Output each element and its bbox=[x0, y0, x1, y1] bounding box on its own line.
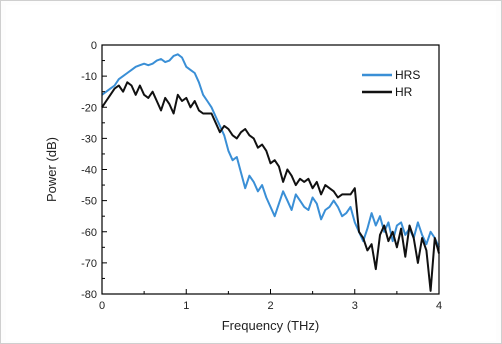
x-axis-label: Frequency (THz) bbox=[222, 318, 320, 333]
plot-series-group bbox=[101, 53, 440, 292]
x-tick-label: 1 bbox=[183, 300, 189, 312]
series-line-hrs bbox=[101, 53, 440, 248]
x-tick-label: 2 bbox=[267, 300, 273, 312]
y-tick-label: -10 bbox=[81, 71, 97, 83]
y-tick-label: -80 bbox=[81, 289, 97, 301]
plot-area-border bbox=[101, 44, 440, 295]
y-tick-label: -50 bbox=[81, 196, 97, 208]
y-tick-label: -30 bbox=[81, 133, 97, 145]
y-tick-label: -70 bbox=[81, 258, 97, 270]
series-line-hr bbox=[101, 81, 440, 292]
x-tick-label: 3 bbox=[352, 300, 358, 312]
y-tick-label: -60 bbox=[81, 227, 97, 239]
y-tick-label: -20 bbox=[81, 102, 97, 114]
legend: HRS HR bbox=[362, 68, 420, 99]
power-spectrum-chart: 0 1 2 3 4 0 -10 -20 -30 -40 -50 -60 -70 -80 HRS HR Fre… bbox=[44, 40, 442, 333]
legend-label-hr: HR bbox=[395, 85, 413, 99]
x-tick-label: 0 bbox=[99, 300, 105, 312]
plot-axes-group: 0 1 2 3 4 0 -10 -20 -30 -40 -50 -60 -70 -80 bbox=[81, 40, 442, 312]
x-tick-label: 4 bbox=[436, 300, 442, 312]
y-axis-label: Power (dB) bbox=[44, 137, 59, 202]
y-tick-label: -40 bbox=[81, 165, 97, 177]
chart-panel: 0 1 2 3 4 0 -10 -20 -30 -40 -50 -60 -70 -80 HRS HR Fre… bbox=[6, 5, 496, 341]
y-tick-label: 0 bbox=[91, 40, 97, 52]
legend-label-hrs: HRS bbox=[395, 68, 420, 82]
